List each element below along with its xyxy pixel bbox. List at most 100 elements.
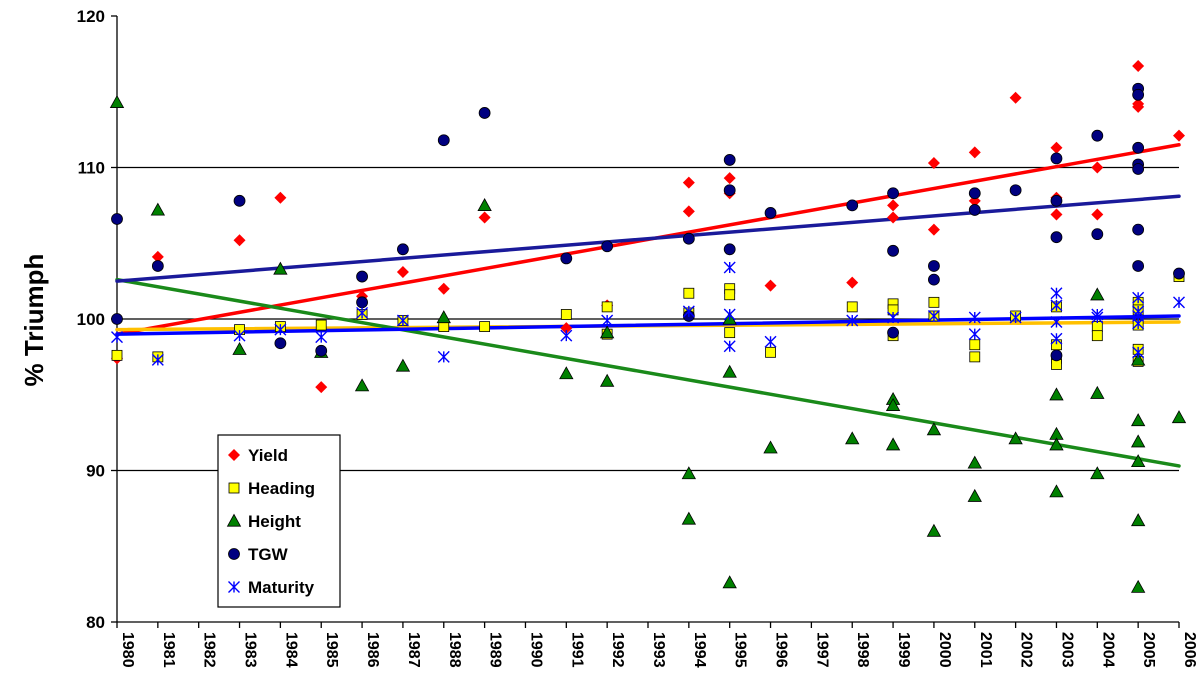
tgw-point	[682, 232, 695, 245]
tgw-point	[846, 199, 859, 212]
trend-lines	[115, 143, 1181, 468]
tgw-point	[887, 187, 899, 200]
height-point	[926, 422, 942, 436]
x-tick-label: 2002	[1018, 632, 1035, 668]
maturity-point-stroke	[1050, 299, 1063, 312]
heading-point	[683, 287, 695, 299]
height-point	[1130, 454, 1146, 468]
height-point	[1090, 287, 1105, 301]
x-tick-label: 1989	[487, 632, 504, 668]
legend-item-yield: Yield	[228, 446, 288, 465]
maturity-point	[1009, 311, 1022, 324]
legend-label: TGW	[248, 545, 289, 564]
height-point	[150, 202, 166, 216]
tgw-point	[1132, 260, 1145, 272]
maturity-point-stroke	[968, 311, 981, 324]
maturity-point	[723, 340, 736, 353]
yield-point	[1009, 91, 1022, 104]
tgw-point	[356, 270, 368, 283]
maturity-point-stroke	[1050, 332, 1063, 345]
maturity-point-stroke	[927, 309, 940, 322]
maturity-point	[682, 305, 695, 318]
legend-label: Yield	[248, 446, 288, 465]
x-tick-label: 1996	[773, 632, 790, 668]
yield-point	[1173, 129, 1185, 142]
legend-label: Maturity	[248, 578, 315, 597]
maturity-point-stroke	[968, 328, 981, 341]
height-point	[1090, 466, 1105, 480]
data-points	[109, 59, 1187, 593]
legend-swatch-stroke	[228, 581, 240, 593]
height-point	[681, 511, 697, 525]
maturity-point-stroke	[233, 329, 246, 342]
maturity-point	[968, 311, 981, 324]
tgw-point	[437, 134, 450, 147]
heading-point	[846, 301, 858, 313]
x-tick-label: 1995	[732, 632, 749, 668]
maturity-point-stroke	[315, 331, 328, 344]
x-tick-label: 1991	[568, 632, 585, 668]
x-tick-label: 2006	[1181, 632, 1197, 668]
maturity-point-stroke	[682, 305, 695, 318]
tgw-point	[1173, 267, 1185, 280]
y-tick-label: 120	[77, 7, 105, 26]
yield-point	[437, 282, 450, 295]
x-tick-label: 1994	[691, 632, 708, 668]
maturity-point	[560, 329, 573, 342]
yield-point	[682, 205, 695, 218]
tgw-point	[1132, 141, 1145, 154]
tgw-point	[151, 260, 164, 272]
maturity-point-stroke	[723, 261, 736, 274]
legend-swatch	[228, 548, 240, 560]
x-tick-label: 1992	[609, 632, 626, 668]
maturity-point-stroke	[274, 323, 287, 336]
maturity-point-stroke	[887, 311, 900, 324]
trend-line-tgw	[115, 194, 1181, 283]
yield-point	[1091, 161, 1104, 174]
trend-line-maturity	[115, 314, 1181, 336]
height-point	[1049, 387, 1064, 401]
maturity-point-stroke	[1132, 291, 1145, 304]
maturity-point	[274, 323, 287, 336]
tgw-point	[723, 154, 736, 166]
x-tick-label: 2003	[1058, 632, 1075, 668]
height-point	[845, 431, 860, 445]
yield-point	[682, 176, 695, 189]
yield-point	[846, 276, 859, 289]
tgw-point	[1132, 88, 1145, 101]
yield-point	[1050, 141, 1063, 154]
tgw-point	[1050, 231, 1063, 244]
legend-item-height: Height	[226, 512, 301, 531]
tgw-point	[1050, 194, 1063, 207]
tgw-point	[764, 207, 777, 219]
tgw-point	[356, 296, 368, 309]
series-maturity	[111, 261, 1185, 366]
maturity-point-stroke	[1050, 287, 1063, 300]
maturity-point	[887, 311, 900, 324]
maturity-point	[1050, 299, 1063, 312]
height-point	[477, 198, 492, 211]
x-tick-label: 1988	[446, 632, 463, 668]
x-tick-labels: 1980 1981 1982 1983 1984 1985 1986 1987 1988 1989…	[119, 632, 1197, 668]
height-point	[599, 373, 615, 387]
maturity-point	[437, 350, 450, 363]
height-point	[1130, 579, 1146, 593]
maturity-point-stroke	[437, 350, 450, 363]
heading-point	[724, 327, 736, 339]
tgw-point	[233, 194, 246, 207]
series-heading	[111, 271, 1185, 370]
series-tgw	[111, 82, 1185, 362]
yield-point	[927, 156, 940, 169]
height-point	[1130, 513, 1146, 527]
height-point	[1049, 437, 1064, 451]
tgw-point	[111, 213, 123, 225]
legend-item-tgw: TGW	[228, 545, 289, 564]
maturity-point-stroke	[1091, 311, 1104, 324]
maturity-point	[764, 335, 777, 348]
tgw-point	[478, 107, 491, 119]
height-point	[273, 261, 288, 275]
height-point	[436, 310, 451, 324]
height-point	[1049, 484, 1064, 498]
